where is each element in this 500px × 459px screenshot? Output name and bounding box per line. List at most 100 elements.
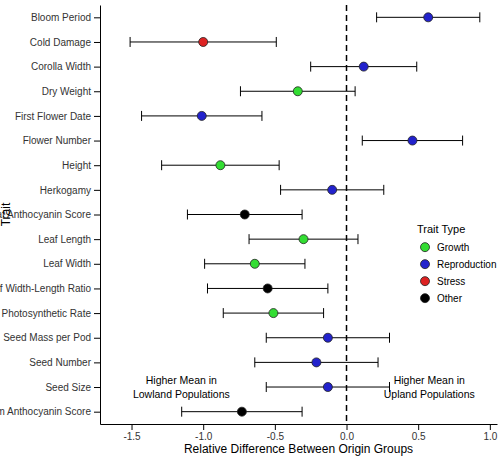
error-cap [181,407,182,417]
error-cap [223,308,224,318]
legend-item: Stress [421,276,466,287]
x-tick: 0.5 [412,424,426,442]
x-tick-label: 0.5 [412,431,426,442]
y-tick-label: Leaf Width-Length Ratio [0,283,91,294]
y-axis-line [100,6,101,425]
annotation-line: Higher Mean in [146,374,217,386]
y-tick: Dry Weight [42,86,100,97]
error-cap [204,259,205,269]
error-bar [266,382,389,392]
error-cap [261,111,262,121]
point [359,62,368,71]
error-cap [302,407,303,417]
y-tick-label: Leaf Length [38,234,91,245]
error-cap [479,12,480,22]
point [263,284,272,293]
x-tick: -1.0 [195,424,213,442]
y-tick: Leaf Length [38,234,100,245]
annotation: Higher Mean inLowland Populations [133,374,230,400]
legend-marker [421,277,430,286]
error-bar [223,308,323,318]
error-cap [304,259,305,269]
error-cap [280,185,281,195]
error-bar [187,210,302,220]
x-tick-mark [132,424,133,430]
y-tick-mark [94,17,100,18]
error-cap [276,37,277,47]
legend-label: Stress [437,276,465,287]
y-tick-label: Seed Number [29,357,91,368]
legend-label: Reproduction [437,259,496,270]
x-tick-label: -0.5 [267,431,285,442]
error-bar [182,407,302,417]
error-cap [254,357,255,367]
y-tick: Seed Size [45,382,100,393]
error-cap [357,234,358,244]
y-tick: Leaf Width [43,258,100,269]
y-tick-label: First Flower Date [15,111,92,122]
error-bar [205,259,305,269]
chart: -1.5-1.0-0.50.00.51.0Bloom PeriodCold Da… [0,0,500,459]
legend-label: Growth [437,242,469,253]
legend: Trait Type Growth Reproduction Stress Other [417,223,496,304]
y-tick-label: Cold Damage [30,37,92,48]
y-tick-mark [94,412,100,413]
data-marks [130,5,480,424]
point [269,309,278,318]
y-tick: First Flower Date [15,111,100,122]
error-cap [362,136,363,146]
legend-title: Trait Type [417,223,465,235]
y-tick-label: Herkogamy [40,185,91,196]
point [293,87,302,96]
y-tick-mark [94,313,100,314]
error-bar [240,86,355,96]
error-bar [311,62,417,72]
y-tick: Seed Mass per Pod [3,332,100,343]
y-tick: Seed Number [29,357,100,368]
legend-marker [421,294,430,303]
y-tick-label: Height [62,160,91,171]
y-tick-mark [94,264,100,265]
error-bar [207,283,327,293]
error-cap [327,283,328,293]
y-tick-mark [94,141,100,142]
y-tick: Flower Number [23,135,100,146]
error-cap [389,333,390,343]
y-axis-title: Trait [0,202,13,226]
x-tick: 0.0 [340,424,354,442]
x-tick: 1.0 [483,424,497,442]
error-cap [383,185,384,195]
y-tick: Herkogamy [40,185,100,196]
y-tick-mark [94,362,100,363]
error-cap [130,37,131,47]
annotation-line: Upland Populations [384,388,475,400]
error-bar [377,12,480,22]
y-tick-label: Flower Number [23,135,92,146]
y-tick-mark [94,67,100,68]
y-tick-mark [94,165,100,166]
y-tick-mark [94,190,100,191]
error-bar [362,136,462,146]
y-tick: Corolla Width [31,61,100,72]
x-axis-title: Relative Difference Between Origin Group… [184,442,413,456]
error-bar [266,333,389,343]
point [299,235,308,244]
error-cap [249,234,250,244]
legend-marker [421,260,430,269]
legend-label: Other [437,293,463,304]
y-tick-label: Leaf Width [43,258,91,269]
y-tick-label: Seed Mass per Pod [3,332,91,343]
x-axis-line [101,424,498,425]
y-tick-mark [94,42,100,43]
y-tick-mark [94,288,100,289]
y-tick: Height [62,160,100,171]
error-cap [355,86,356,96]
annotation: Higher Mean inUpland Populations [384,374,475,400]
y-tick: Cold Damage [30,37,100,48]
x-tick-label: -1.5 [123,431,141,442]
error-cap [240,86,241,96]
x-tick-label: 0.0 [340,431,354,442]
point [197,111,206,120]
error-bar [255,357,378,367]
y-tick-mark [94,387,100,388]
